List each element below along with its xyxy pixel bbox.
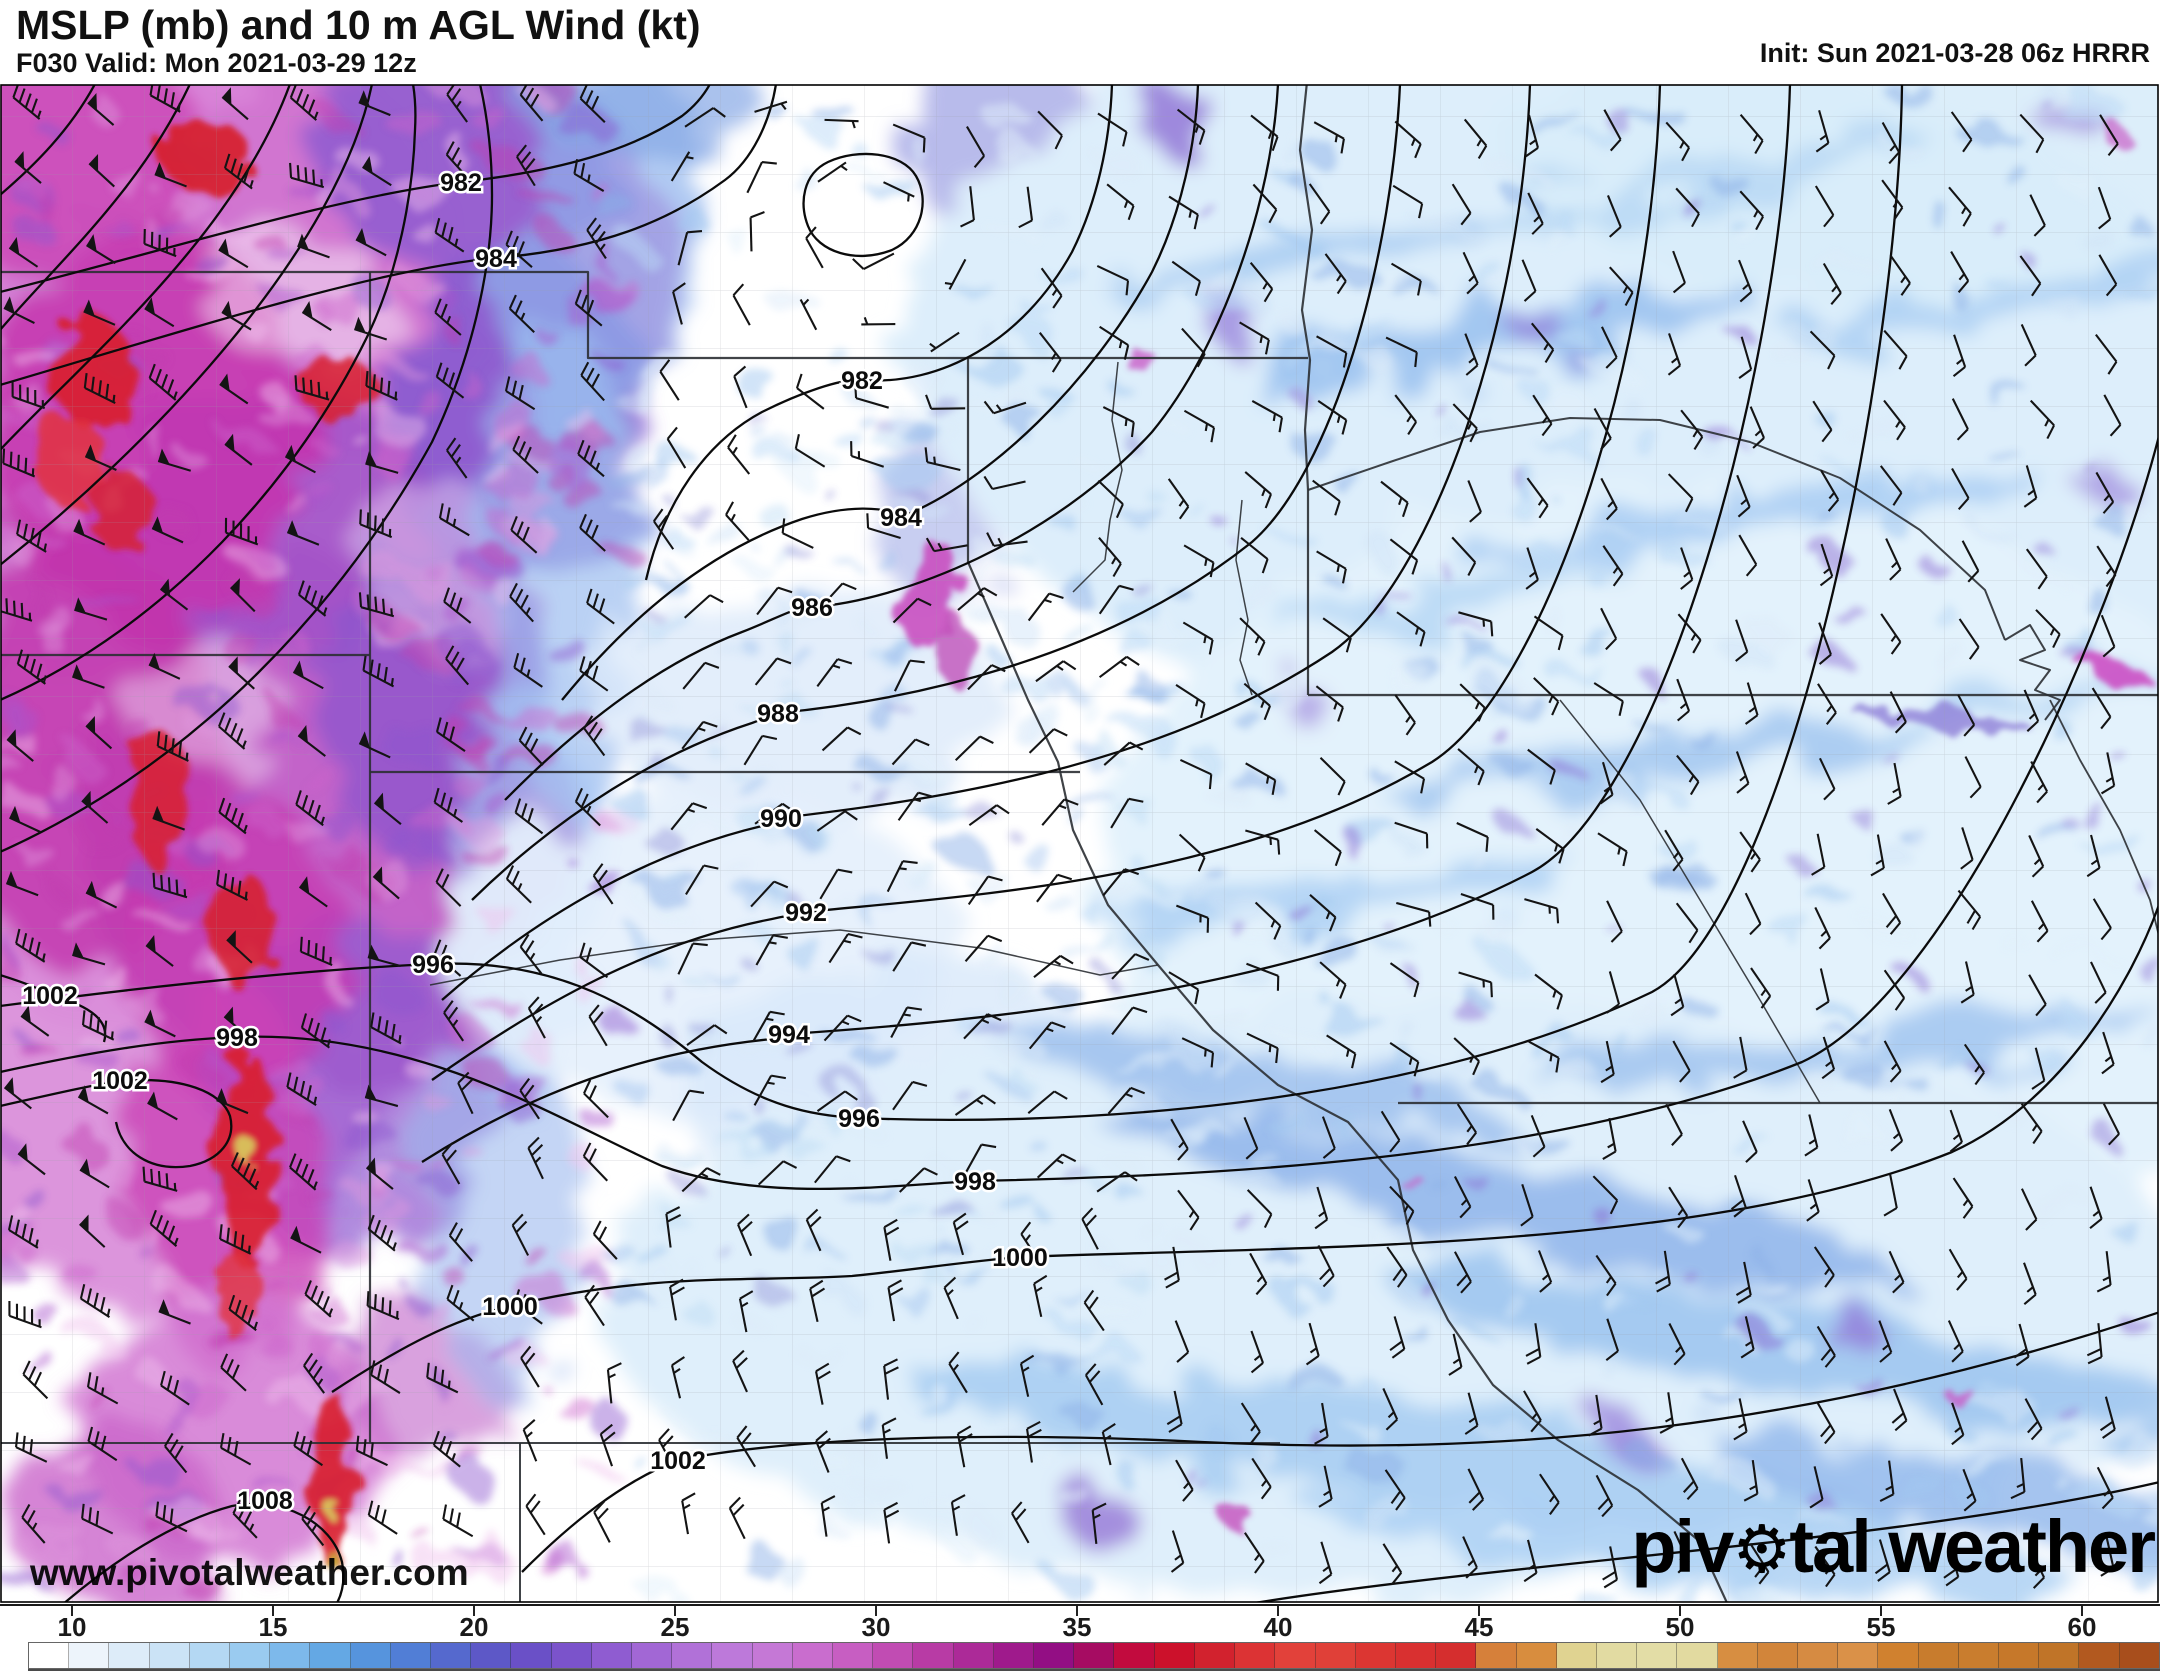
pivotal-weather-logo: piv⚙tal weather	[1631, 1504, 2154, 1589]
colorbar-cell	[753, 1643, 793, 1668]
isobar-label: 992	[785, 899, 827, 927]
colorbar-cell	[1316, 1643, 1356, 1668]
colorbar-cell	[1195, 1643, 1235, 1668]
colorbar-cell	[391, 1643, 431, 1668]
isobar-label: 994	[768, 1021, 810, 1049]
colorbar-cell	[1999, 1643, 2039, 1668]
logo-text-right: tal weather	[1789, 1505, 2154, 1588]
isobar-label: 984	[475, 245, 517, 273]
colorbar-tick-label: 35	[1063, 1612, 1092, 1643]
colorbar-cell	[1838, 1643, 1878, 1668]
colorbar-cell	[351, 1643, 391, 1668]
colorbar-cell	[190, 1643, 230, 1668]
logo-text-left: piv	[1631, 1505, 1732, 1588]
colorbar-cell	[1114, 1643, 1154, 1668]
isobar-label: 982	[440, 169, 482, 197]
colorbar-tick-label: 55	[1867, 1612, 1896, 1643]
isobar-label: 996	[412, 951, 454, 979]
colorbar-cell	[1235, 1643, 1275, 1668]
isobar-label: 982	[841, 367, 883, 395]
colorbar-cell	[1356, 1643, 1396, 1668]
colorbar-cell	[1155, 1643, 1195, 1668]
colorbar-cell	[69, 1643, 109, 1668]
isobar-label: 998	[954, 1168, 996, 1196]
colorbar-cell	[1275, 1643, 1315, 1668]
colorbar	[28, 1642, 2160, 1669]
isobar-label: 1000	[992, 1244, 1048, 1272]
isobar-label: 990	[760, 805, 802, 833]
colorbar-cell	[1597, 1643, 1637, 1668]
colorbar-cell	[1959, 1643, 1999, 1668]
colorbar-cell	[1396, 1643, 1436, 1668]
colorbar-cell	[793, 1643, 833, 1668]
colorbar-cell	[150, 1643, 190, 1668]
colorbar-cell	[873, 1643, 913, 1668]
colorbar-cell	[230, 1643, 270, 1668]
colorbar-cell	[270, 1643, 310, 1668]
colorbar-cell	[431, 1643, 471, 1668]
colorbar-cell	[1758, 1643, 1798, 1668]
isobar-label: 1000	[482, 1293, 538, 1321]
colorbar-cell	[1878, 1643, 1918, 1668]
colorbar-cell	[2039, 1643, 2079, 1668]
watermark-url: www.pivotalweather.com	[30, 1552, 469, 1594]
colorbar-cell	[833, 1643, 873, 1668]
colorbar-cell	[109, 1643, 149, 1668]
colorbar-footer: 10 15 20 25 30 35 40 45 50 55 60	[0, 1604, 2160, 1671]
colorbar-cell	[552, 1643, 592, 1668]
colorbar-cell	[994, 1643, 1034, 1668]
colorbar-cell	[1718, 1643, 1758, 1668]
colorbar-cell	[913, 1643, 953, 1668]
colorbar-cell	[954, 1643, 994, 1668]
colorbar-cell	[1074, 1643, 1114, 1668]
colorbar-tick-label: 50	[1666, 1612, 1695, 1643]
colorbar-cell	[1919, 1643, 1959, 1668]
isobar-label: 984	[880, 504, 922, 532]
colorbar-tick-label: 25	[661, 1612, 690, 1643]
isobar-label: 1002	[650, 1447, 706, 1475]
map-canvas-area: 982 984 982 984 986 988 990 992 994 996 996 998 998 1…	[0, 0, 2160, 1604]
weather-map-canvas: 982 984 982 984 986 988 990 992 994 996 996 998 998 1…	[0, 0, 2160, 1604]
colorbar-cell	[2079, 1643, 2119, 1668]
colorbar-cell	[632, 1643, 672, 1668]
isobar-label: 988	[757, 700, 799, 728]
colorbar-cell	[712, 1643, 752, 1668]
colorbar-tick-label: 40	[1264, 1612, 1293, 1643]
colorbar-cell	[672, 1643, 712, 1668]
colorbar-tick-label: 30	[862, 1612, 891, 1643]
colorbar-tick-label: 20	[460, 1612, 489, 1643]
colorbar-cell	[1517, 1643, 1557, 1668]
isobar-label: 986	[791, 594, 833, 622]
colorbar-cell	[1637, 1643, 1677, 1668]
gear-icon: ⚙	[1732, 1511, 1789, 1588]
colorbar-tick-label: 15	[259, 1612, 288, 1643]
colorbar-cell	[1677, 1643, 1717, 1668]
colorbar-cell	[592, 1643, 632, 1668]
colorbar-tick-label: 45	[1465, 1612, 1494, 1643]
isobar-label: 1002	[92, 1067, 148, 1095]
isobar-label: 996	[838, 1105, 880, 1133]
isobar-label: 1002	[22, 982, 78, 1010]
colorbar-cell	[29, 1643, 69, 1668]
colorbar-cell	[1034, 1643, 1074, 1668]
colorbar-cell	[1436, 1643, 1476, 1668]
colorbar-cell	[1798, 1643, 1838, 1668]
colorbar-cell	[310, 1643, 350, 1668]
isobar-label: 998	[216, 1024, 258, 1052]
colorbar-cell	[2120, 1643, 2159, 1668]
colorbar-tick-label: 10	[58, 1612, 87, 1643]
colorbar-cell	[471, 1643, 511, 1668]
colorbar-cell	[511, 1643, 551, 1668]
colorbar-cell	[1476, 1643, 1516, 1668]
colorbar-cell	[1557, 1643, 1597, 1668]
colorbar-tick-label: 60	[2068, 1612, 2097, 1643]
isobar-label: 1008	[237, 1487, 293, 1515]
